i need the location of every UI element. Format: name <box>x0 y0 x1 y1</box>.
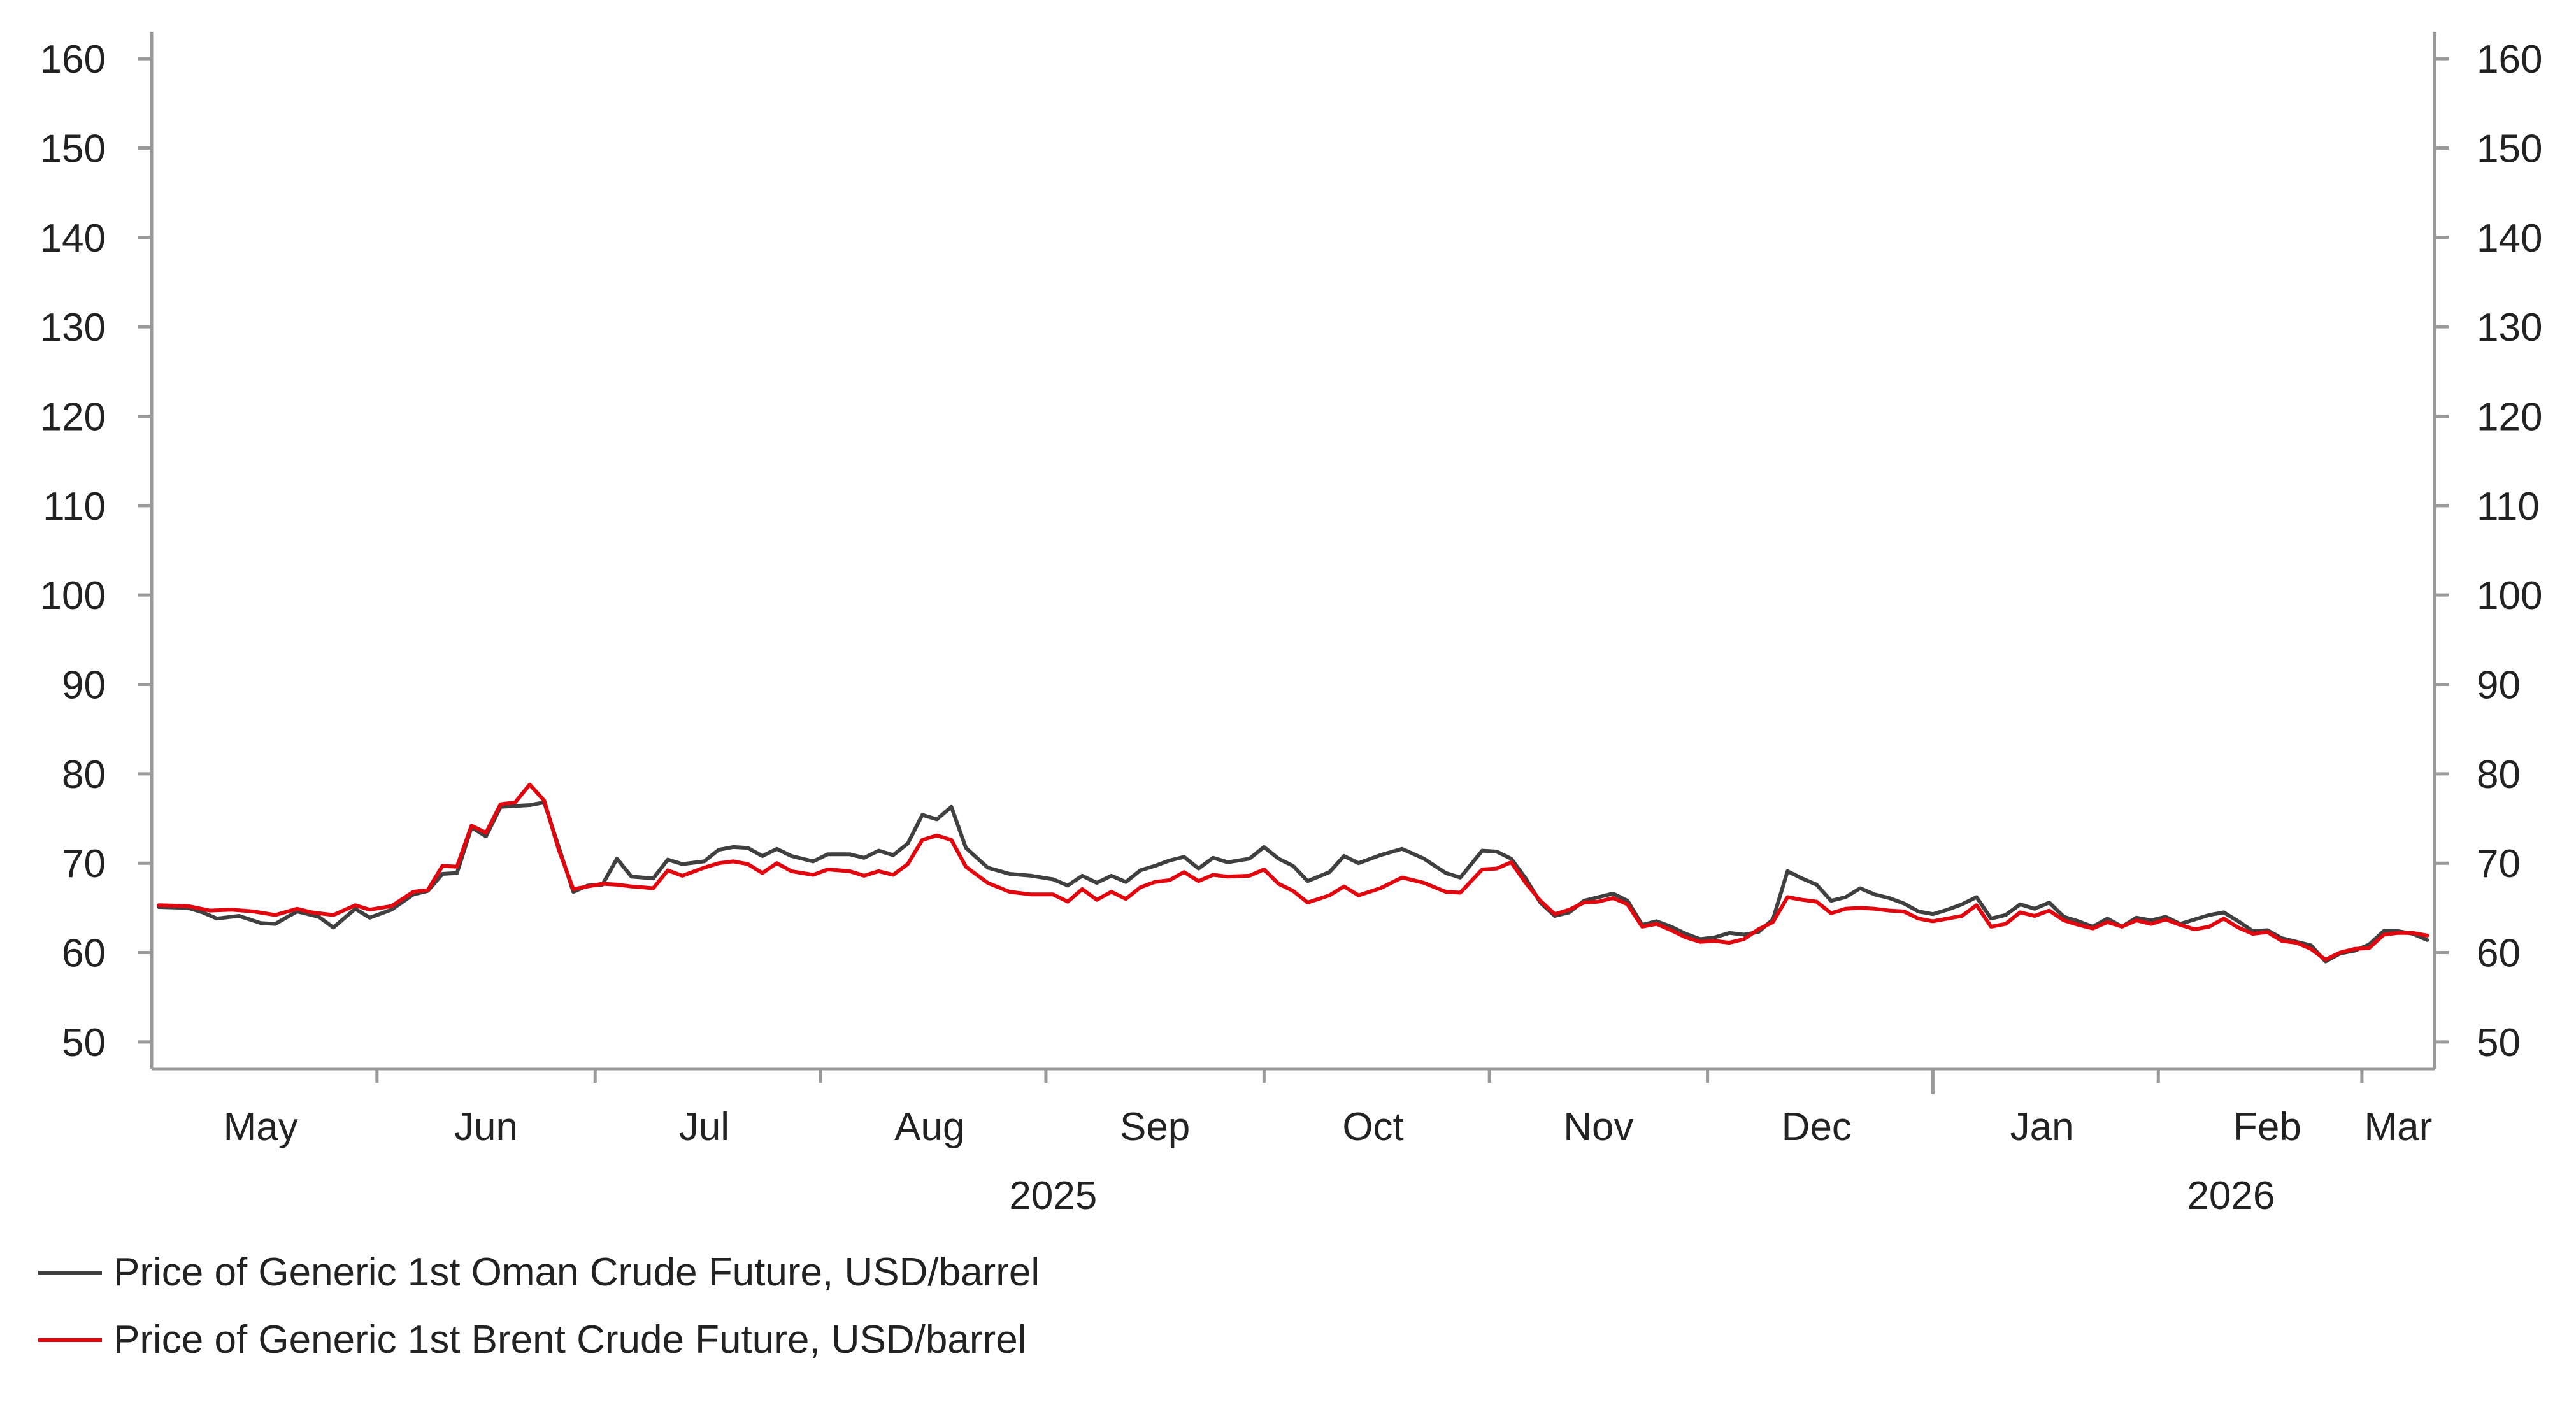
y-tick-label-left: 110 <box>43 485 106 529</box>
y-tick-label-right: 50 <box>2477 1021 2521 1065</box>
x-month-label: Jun <box>454 1105 518 1149</box>
y-tick-label-right: 90 <box>2477 664 2521 708</box>
x-month-label: Oct <box>1342 1105 1403 1149</box>
y-tick-label-left: 80 <box>62 753 106 797</box>
x-year-label: 2026 <box>2187 1174 2275 1218</box>
y-tick-label-left: 100 <box>40 574 106 618</box>
x-month-label: Mar <box>2365 1105 2433 1149</box>
y-tick-label-right: 160 <box>2477 38 2542 82</box>
x-ticks: May Jun Jul Aug Sep Oct Nov Dec Jan Feb Mar 2025 202… <box>224 1069 2433 1218</box>
y-tick-label-left: 140 <box>40 217 106 261</box>
x-month-label: Jan <box>2010 1105 2074 1149</box>
y-tick-label-right: 80 <box>2477 753 2521 797</box>
y-tick-label-right: 70 <box>2477 842 2521 886</box>
x-month-label: Sep <box>1120 1105 1190 1149</box>
y-tick-label-right: 120 <box>2477 395 2542 439</box>
y-tick-label-right: 150 <box>2477 127 2542 171</box>
x-month-label: Jul <box>679 1105 729 1149</box>
legend-label-1: Price of Generic 1st Oman Crude Future, … <box>113 1250 1040 1294</box>
legend: Price of Generic 1st Oman Crude Future, … <box>38 1250 1040 1362</box>
x-month-label: Feb <box>2233 1105 2301 1149</box>
series-line-1 <box>157 800 2429 964</box>
y-tick-label-left: 150 <box>40 127 106 171</box>
series-line-2 <box>157 782 2429 962</box>
y-tick-label-left: 160 <box>40 38 106 82</box>
series-lines <box>157 782 2429 964</box>
y-tick-label-right: 140 <box>2477 217 2542 261</box>
left-y-ticks: 50 60 70 80 90 100 110 120 130 140 150 160 <box>40 38 152 1065</box>
x-year-label: 2025 <box>1009 1174 1097 1218</box>
x-month-label: Aug <box>894 1105 964 1149</box>
y-tick-label-left: 60 <box>62 932 106 976</box>
y-tick-label-right: 110 <box>2477 485 2540 529</box>
y-tick-label-left: 50 <box>62 1021 106 1065</box>
x-month-label: Nov <box>1563 1105 1633 1149</box>
x-month-label: May <box>224 1105 298 1149</box>
axes <box>150 32 2436 1071</box>
y-tick-label-left: 70 <box>62 842 106 886</box>
y-tick-label-left: 90 <box>62 664 106 708</box>
y-tick-label-right: 100 <box>2477 574 2542 618</box>
y-tick-label-right: 60 <box>2477 932 2521 976</box>
y-tick-label-right: 130 <box>2477 306 2542 350</box>
right-y-ticks: 50 60 70 80 90 100 110 120 130 140 150 160 <box>2435 38 2542 1065</box>
y-tick-label-left: 120 <box>40 395 106 439</box>
legend-label-2: Price of Generic 1st Brent Crude Future,… <box>113 1318 1026 1362</box>
x-month-label: Dec <box>1782 1105 1852 1149</box>
y-tick-label-left: 130 <box>40 306 106 350</box>
